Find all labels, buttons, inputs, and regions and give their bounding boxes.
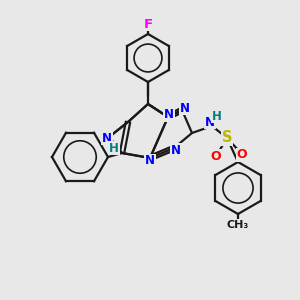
Text: O: O [211,149,221,163]
Text: F: F [143,17,153,31]
Text: H: H [109,142,119,154]
Text: N: N [171,143,181,157]
Text: H: H [212,110,222,122]
Text: N: N [145,154,155,167]
Text: O: O [237,148,247,161]
Text: S: S [222,130,232,146]
Text: CH₃: CH₃ [227,220,249,230]
Text: N: N [180,101,190,115]
Text: N: N [205,116,215,128]
Text: N: N [102,131,112,145]
Text: N: N [164,109,174,122]
